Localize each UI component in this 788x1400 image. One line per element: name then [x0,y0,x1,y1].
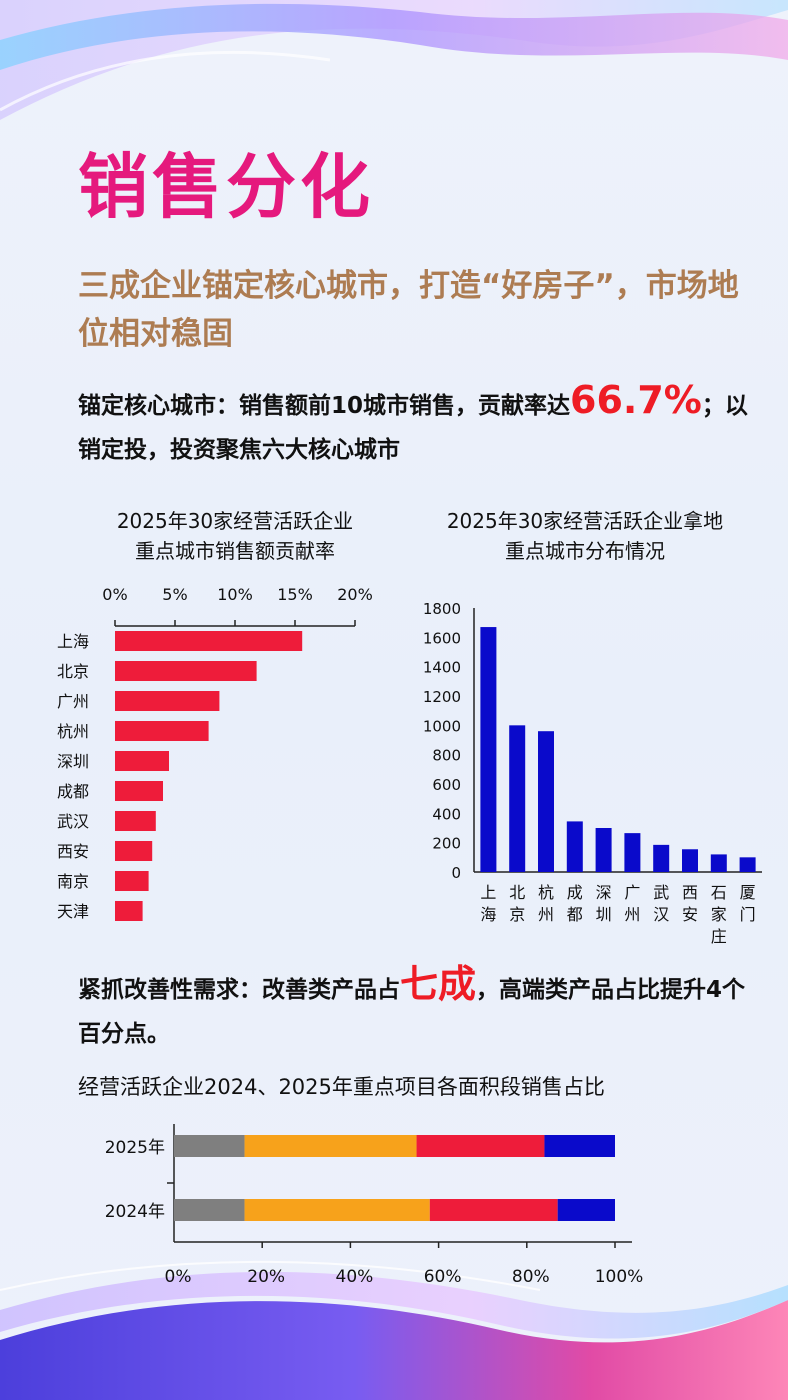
chart1-x-tick-label: 0% [102,585,127,604]
chart2-category-label: 海 [480,905,496,924]
chart2-category-label: 都 [567,905,583,924]
key-point-paragraph-2: 紧抓改善性需求：改善类产品占七成，高端类产品占比提升4个百分点。 [78,962,768,1056]
chart2-category-label: 圳 [596,905,612,924]
chart2-y-tick-label: 1200 [423,688,461,706]
chart2-y-tick-label: 200 [432,835,461,853]
chart1-bar [115,661,257,681]
chart1-category-label: 深圳 [57,752,89,771]
chart2-y-tick-label: 1800 [423,600,461,618]
chart3-bar-segment [544,1135,615,1157]
chart2-category-label: 西 [682,883,698,902]
chart1-x-tick-label: 20% [337,585,373,604]
chart1-category-label: 天津 [57,902,89,921]
page-subtitle: 三成企业锚定核心城市，打造“好房子”，市场地位相对稳固 [78,268,739,352]
chart3-x-tick-label: 100% [595,1267,644,1287]
chart1-category-label: 武汉 [57,812,89,831]
chart2-y-tick-label: 1600 [423,629,461,647]
chart2-bar [624,833,641,872]
chart3-category-label: 2025年 [105,1138,165,1158]
chart2-bar [710,854,727,872]
chart2-category-label: 汉 [653,905,669,924]
key-point-2-text-end: ，高端类产品占比提升4个百分点。 [78,977,746,1047]
land-acquisition-chart-title: 2025年30家经营活跃企业拿地 重点城市分布情况 [446,509,724,563]
chart2-bar [566,821,583,872]
key-point-1-text-end: ；以销定投，投资聚焦六大核心城市 [78,393,748,463]
chart1-x-tick-label: 5% [162,585,187,604]
chart2-category-label: 武 [653,883,669,902]
chart1-bar [115,811,156,831]
chart1-category-label: 南京 [57,872,89,891]
chart1-category-label: 北京 [57,662,89,681]
chart1-category-label: 上海 [57,632,89,651]
chart1-bar [115,781,163,801]
chart1-bar [115,691,220,711]
chart3-x-tick-label: 40% [336,1267,374,1287]
chart2-bar [595,828,612,872]
key-point-paragraph-1: 锚定核心城市：销售额前10城市销售，贡献率达66.7%；以销定投，投资聚焦六大核… [78,378,768,472]
chart3-bar-segment [174,1199,245,1221]
chart3-x-tick-label: 0% [165,1267,192,1287]
chart3-x-tick-label: 60% [424,1267,462,1287]
chart1-bar [115,751,169,771]
chart3-bar-segment [557,1199,615,1221]
chart1-category-label: 杭州 [57,722,89,741]
key-point-2-highlight: 七成 [400,962,477,1006]
city-sales-chart-title: 2025年30家经营活跃企业 重点城市销售额贡献率 [116,509,354,563]
chart2-y-tick-label: 800 [432,747,461,765]
chart3-x-tick-label: 20% [247,1267,285,1287]
chart2-category-label: 成 [567,883,583,902]
chart2-y-tick-label: 600 [432,776,461,794]
chart2-category-label: 州 [624,905,640,924]
chart2-y-tick-label: 400 [432,805,461,823]
chart3-bar-segment [244,1199,430,1221]
chart2-category-label: 家 [711,905,727,924]
chart1-bar [115,871,149,891]
chart2-bar [509,725,526,872]
chart3-bar-segment [416,1135,545,1157]
chart2-bar [653,844,670,872]
chart1-x-tick-label: 15% [277,585,313,604]
chart1-bar [115,841,153,861]
chart3-category-label: 2024年 [105,1202,165,1222]
chart3-bar-segment [244,1135,417,1157]
chart2-y-tick-label: 0 [451,864,461,882]
chart2-category-label: 深 [596,883,612,902]
chart2-category-label: 庄 [711,927,727,946]
chart1-x-tick-label: 10% [217,585,253,604]
area-segment-chart-title: 经营活跃企业2024、2025年重点项目各面积段销售占比 [78,1075,605,1099]
chart2-category-label: 上 [480,883,496,902]
page-title: 销售分化 [78,146,374,228]
chart2-category-label: 北 [509,883,525,902]
chart1-bar [115,901,143,921]
chart1-category-label: 广州 [57,692,89,711]
chart2-y-tick-label: 1000 [423,717,461,735]
chart3-x-tick-label: 80% [512,1267,550,1287]
chart1-category-label: 成都 [57,782,89,801]
chart2-bar [538,731,554,872]
key-point-1-highlight: 66.7% [570,378,702,422]
chart2-category-label: 京 [509,905,525,924]
chart2-bar [739,857,756,872]
chart1-category-label: 西安 [57,842,89,861]
key-point-1-text: 锚定核心城市：销售额前10城市销售，贡献率达 [78,393,571,419]
chart2-y-tick-label: 1400 [423,659,461,677]
chart2-bar [682,849,698,872]
chart2-category-label: 石 [711,883,727,902]
chart2-category-label: 州 [538,905,554,924]
key-point-2-text: 紧抓改善性需求：改善类产品占 [78,977,400,1003]
chart3-bar-segment [174,1135,245,1157]
chart2-category-label: 安 [682,905,698,924]
chart2-category-label: 厦 [740,883,756,902]
chart2-category-label: 广 [624,883,640,902]
chart1-bar [115,631,303,651]
chart1-bar [115,721,209,741]
chart3-bar-segment [429,1199,558,1221]
chart2-bar [480,627,497,872]
chart2-category-label: 杭 [538,883,554,902]
chart2-category-label: 门 [740,905,756,924]
